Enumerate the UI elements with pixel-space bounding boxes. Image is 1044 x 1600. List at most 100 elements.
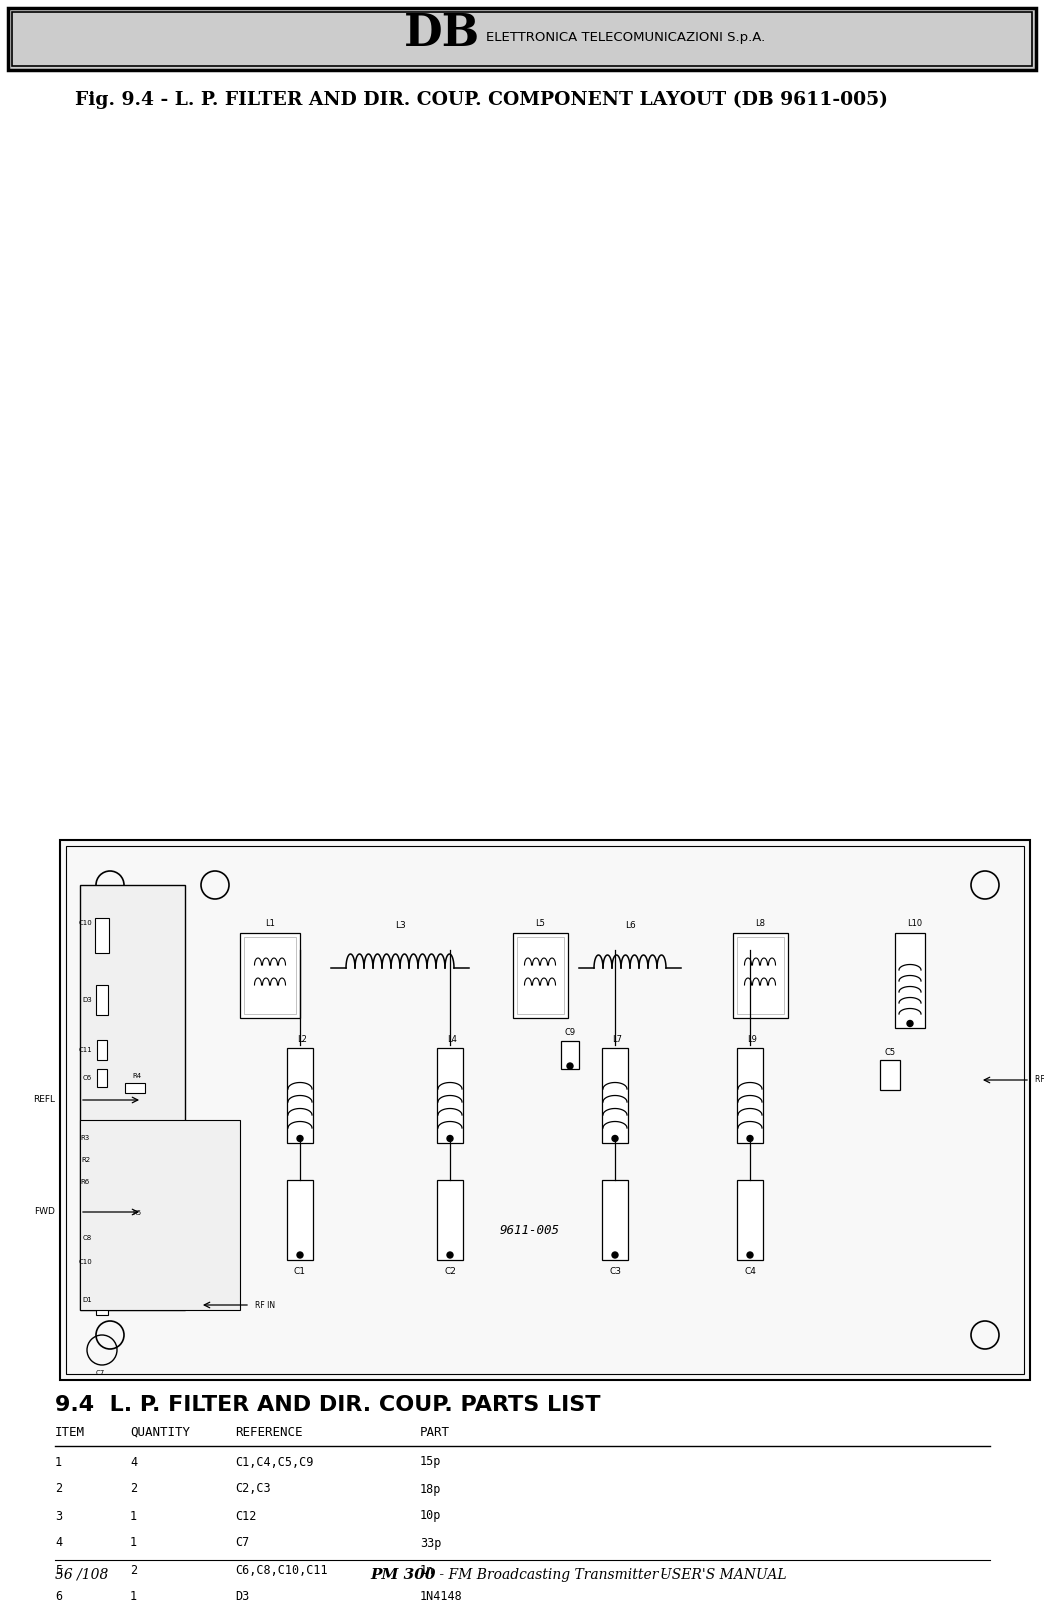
Bar xyxy=(737,1181,763,1261)
Text: 1: 1 xyxy=(130,1536,137,1549)
Text: R2: R2 xyxy=(80,1157,90,1163)
Text: L4: L4 xyxy=(447,1035,457,1043)
Bar xyxy=(880,1059,900,1090)
Bar xyxy=(895,933,925,1027)
Bar xyxy=(93,1133,111,1142)
Text: RF OUT: RF OUT xyxy=(1035,1075,1044,1085)
Bar xyxy=(60,840,1030,1379)
Text: 9611-005: 9611-005 xyxy=(500,1224,560,1237)
Text: 2: 2 xyxy=(130,1483,137,1496)
Text: C7: C7 xyxy=(95,1370,104,1376)
Text: PM 300: PM 300 xyxy=(370,1568,435,1582)
Text: C6,C8,C10,C11: C6,C8,C10,C11 xyxy=(235,1563,328,1576)
Text: ELETTRONICA TELECOMUNICAZIONI S.p.A.: ELETTRONICA TELECOMUNICAZIONI S.p.A. xyxy=(487,30,765,43)
Bar xyxy=(125,1083,145,1093)
Circle shape xyxy=(748,1251,753,1258)
Circle shape xyxy=(612,1136,618,1141)
Text: Fig. 9.4 - L. P. FILTER AND DIR. COUP. COMPONENT LAYOUT (DB 9611-005): Fig. 9.4 - L. P. FILTER AND DIR. COUP. C… xyxy=(75,91,887,109)
Text: C8: C8 xyxy=(82,1235,92,1242)
Text: - FM Broadcasting Transmitter -: - FM Broadcasting Transmitter - xyxy=(435,1568,672,1582)
Bar xyxy=(80,885,185,1310)
Bar xyxy=(437,1048,462,1142)
Text: D1: D1 xyxy=(82,1298,92,1302)
Text: C1,C4,C5,C9: C1,C4,C5,C9 xyxy=(235,1456,313,1469)
Bar xyxy=(240,933,300,1018)
Text: 4: 4 xyxy=(130,1456,137,1469)
Bar xyxy=(93,1155,111,1165)
Circle shape xyxy=(447,1136,453,1141)
Text: L10: L10 xyxy=(907,920,922,928)
Text: FWD: FWD xyxy=(34,1208,55,1216)
Text: R6: R6 xyxy=(80,1179,90,1186)
Text: 3: 3 xyxy=(55,1509,63,1523)
Text: L9: L9 xyxy=(748,1035,757,1043)
Text: C7: C7 xyxy=(235,1536,250,1549)
Bar xyxy=(97,1069,106,1086)
Bar xyxy=(561,1042,579,1069)
Bar xyxy=(244,936,296,1013)
Bar xyxy=(125,1219,145,1230)
Text: C5: C5 xyxy=(884,1048,896,1058)
Bar xyxy=(96,986,108,1014)
Circle shape xyxy=(296,1136,303,1141)
Bar xyxy=(437,1181,462,1261)
Text: DB: DB xyxy=(404,11,480,54)
Text: D3: D3 xyxy=(235,1590,250,1600)
Bar xyxy=(97,1229,106,1246)
Circle shape xyxy=(447,1251,453,1258)
Text: 33p: 33p xyxy=(420,1536,442,1549)
Bar xyxy=(8,8,1036,70)
Bar xyxy=(80,1120,240,1310)
Bar xyxy=(602,1181,628,1261)
Text: R4: R4 xyxy=(133,1074,142,1078)
Text: C2: C2 xyxy=(444,1267,456,1277)
Text: C10: C10 xyxy=(78,920,92,926)
Bar xyxy=(287,1181,313,1261)
Text: L8: L8 xyxy=(755,918,765,928)
Text: 1N4148: 1N4148 xyxy=(420,1590,462,1600)
Text: R3: R3 xyxy=(80,1134,90,1141)
Text: 2: 2 xyxy=(130,1563,137,1576)
Bar xyxy=(733,933,787,1018)
Text: 1: 1 xyxy=(55,1456,63,1469)
Bar xyxy=(602,1048,628,1142)
Text: 2: 2 xyxy=(55,1483,63,1496)
Text: RF IN: RF IN xyxy=(255,1301,276,1309)
Bar xyxy=(737,1048,763,1142)
Circle shape xyxy=(748,1136,753,1141)
Text: PART: PART xyxy=(420,1426,450,1438)
Text: 6: 6 xyxy=(55,1590,63,1600)
Text: R5: R5 xyxy=(133,1210,142,1216)
Text: L7: L7 xyxy=(612,1035,622,1043)
Circle shape xyxy=(567,1062,573,1069)
Circle shape xyxy=(296,1251,303,1258)
Text: L1: L1 xyxy=(265,918,275,928)
Text: C9: C9 xyxy=(565,1029,575,1037)
Text: 1: 1 xyxy=(130,1590,137,1600)
Text: 4: 4 xyxy=(55,1536,63,1549)
Text: 10p: 10p xyxy=(420,1509,442,1523)
Text: D3: D3 xyxy=(82,997,92,1003)
Text: 9.4  L. P. FILTER AND DIR. COUP. PARTS LIST: 9.4 L. P. FILTER AND DIR. COUP. PARTS LI… xyxy=(55,1395,600,1414)
Text: QUANTITY: QUANTITY xyxy=(130,1426,190,1438)
Circle shape xyxy=(907,1021,914,1027)
Bar xyxy=(66,846,1024,1374)
Text: C1: C1 xyxy=(294,1267,306,1277)
Text: 56 /108: 56 /108 xyxy=(55,1568,109,1582)
Text: ITEM: ITEM xyxy=(55,1426,85,1438)
Bar xyxy=(513,933,568,1018)
Text: L5: L5 xyxy=(536,918,545,928)
Text: 1: 1 xyxy=(130,1509,137,1523)
Bar xyxy=(93,1178,111,1187)
Text: REFERENCE: REFERENCE xyxy=(235,1426,303,1438)
Text: 5: 5 xyxy=(55,1563,63,1576)
Text: L3: L3 xyxy=(395,922,405,930)
Bar xyxy=(287,1048,313,1142)
Text: L6: L6 xyxy=(624,922,636,930)
Text: REFL: REFL xyxy=(33,1096,55,1104)
Text: C3: C3 xyxy=(609,1267,621,1277)
Text: C11: C11 xyxy=(78,1046,92,1053)
Text: USER'S MANUAL: USER'S MANUAL xyxy=(660,1568,786,1582)
Bar xyxy=(97,1040,106,1059)
Text: L2: L2 xyxy=(296,1035,307,1043)
